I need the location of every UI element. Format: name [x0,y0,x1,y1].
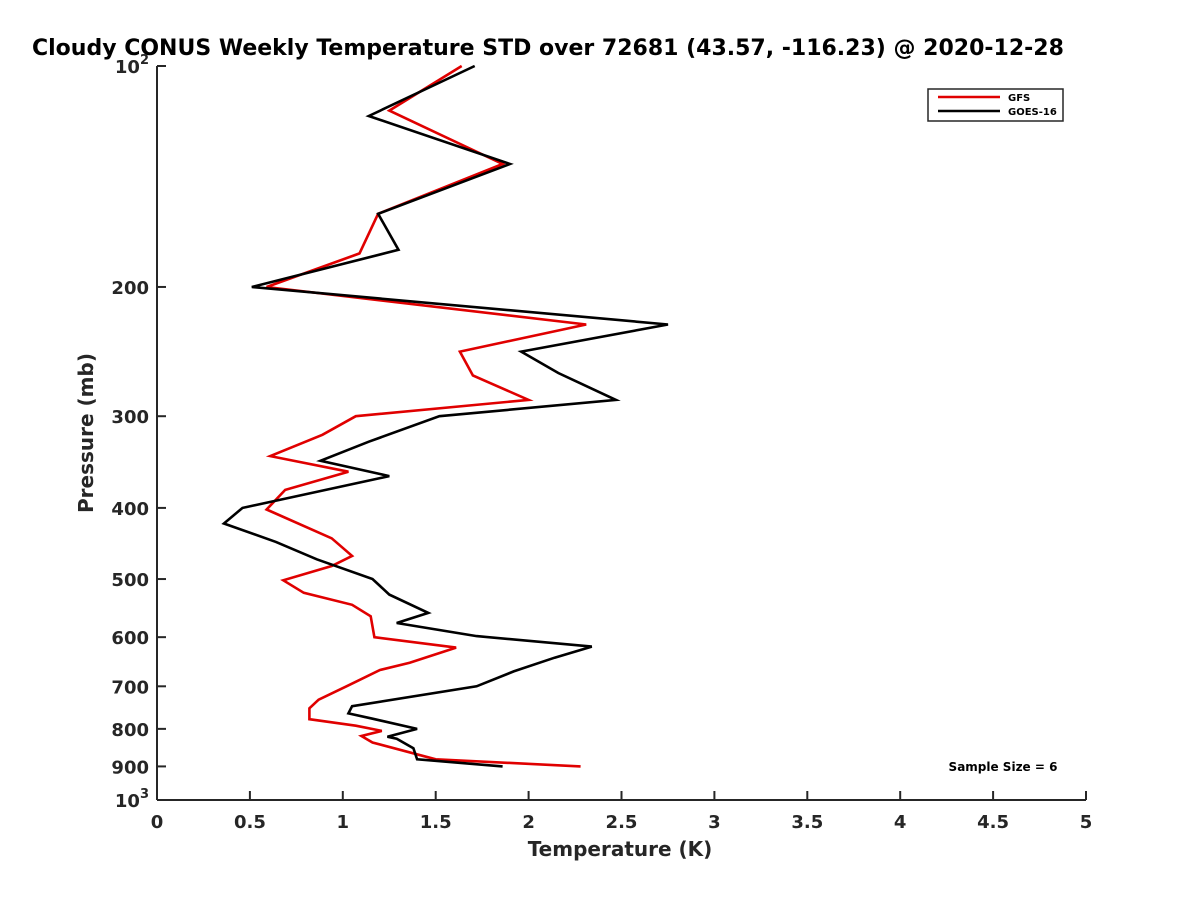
y-tick-label: 102 [115,53,149,78]
y-tick-label: 103 [115,787,149,812]
legend: GFS GOES-16 [927,88,1064,122]
sample-size-annotation: Sample Size = 6 [949,760,1058,774]
y-tick-label: 200 [111,278,149,299]
y-tick-label: 400 [111,499,149,520]
legend-label: GOES-16 [1008,107,1057,118]
y-tick-label-base: 300 [111,407,149,428]
x-tick-label: 3.5 [791,812,823,833]
y-tick-label: 900 [111,757,149,778]
y-tick-label-base: 10 [115,57,140,78]
y-tick-label: 600 [111,628,149,649]
y-tick-label-base: 400 [111,499,149,520]
legend-box [927,88,1064,122]
axes-layer: 0 0.5 1 1.5 2 2.5 3 3.5 4 4.5 51022003004005006007… [111,53,1092,833]
y-axis-label: Pressure (mb) [74,353,98,513]
y-tick-label-base: 900 [111,757,149,778]
y-tick-label-base: 600 [111,628,149,649]
y-tick-label: 800 [111,720,149,741]
legend-label: GFS [1008,93,1030,104]
y-tick-label-base: 200 [111,278,149,299]
y-tick-label-base: 10 [115,791,140,812]
series-line-goes-16 [221,64,669,768]
y-tick-label: 500 [111,570,149,591]
x-tick-label: 2 [522,812,535,833]
x-tick-label: 3 [708,812,721,833]
y-tick-label-base: 500 [111,570,149,591]
chart-title: Cloudy CONUS Weekly Temperature STD over… [32,36,1064,61]
y-tick-label-base: 700 [111,677,149,698]
y-tick-label-base: 800 [111,720,149,741]
x-axis-label: Temperature (K) [528,837,713,861]
x-tick-label: 0 [151,812,164,833]
x-tick-label: 5 [1080,812,1093,833]
y-tick-label-exponent: 3 [140,787,149,802]
series-line-gfs [264,64,587,768]
y-tick-label: 700 [111,677,149,698]
x-tick-label: 2.5 [606,812,638,833]
y-tick-label: 300 [111,407,149,428]
x-tick-label: 0.5 [234,812,266,833]
x-tick-label: 4.5 [977,812,1009,833]
x-tick-label: 1 [337,812,350,833]
x-tick-label: 1.5 [420,812,452,833]
y-tick-label-exponent: 2 [140,53,149,68]
series-layer [221,64,669,768]
x-tick-label: 4 [894,812,907,833]
